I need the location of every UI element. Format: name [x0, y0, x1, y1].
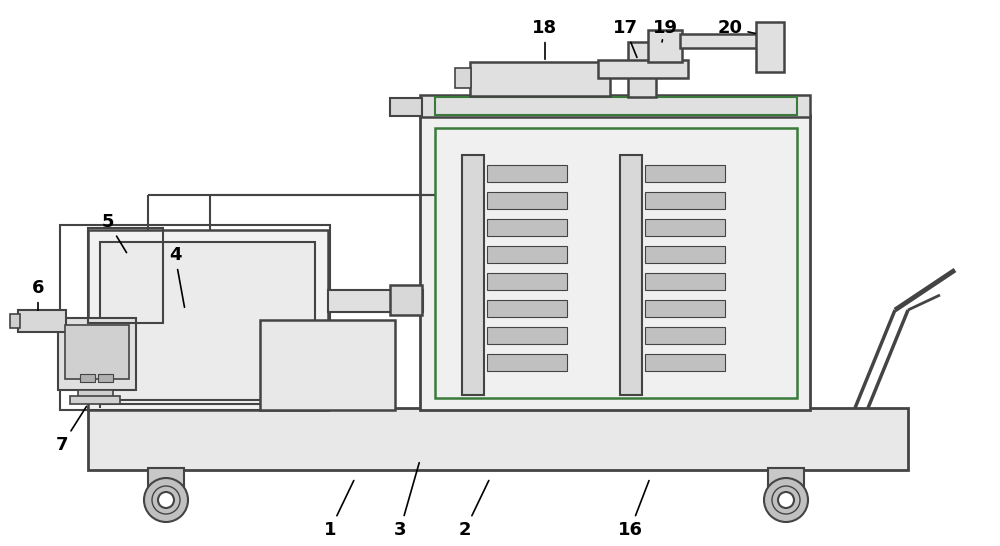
Bar: [65, 325, 129, 379]
Bar: [78, 390, 113, 398]
Bar: [487, 246, 567, 263]
Text: 6: 6: [32, 279, 44, 310]
Bar: [100, 242, 315, 400]
Bar: [680, 34, 780, 48]
Bar: [487, 300, 567, 317]
Bar: [645, 246, 725, 263]
Circle shape: [144, 478, 188, 522]
Circle shape: [778, 492, 794, 508]
Text: 2: 2: [459, 480, 489, 539]
Bar: [487, 192, 567, 209]
Bar: [60, 225, 330, 410]
Bar: [420, 95, 810, 117]
Text: 3: 3: [394, 462, 419, 539]
Bar: [88, 228, 163, 323]
Circle shape: [764, 478, 808, 522]
Bar: [80, 374, 95, 382]
Bar: [768, 468, 804, 488]
Bar: [420, 115, 810, 410]
Bar: [328, 290, 423, 312]
Bar: [645, 354, 725, 371]
Bar: [470, 62, 610, 96]
Bar: [628, 42, 656, 97]
Bar: [88, 230, 328, 410]
Bar: [10, 314, 20, 328]
Bar: [390, 98, 422, 116]
Text: 19: 19: [652, 19, 678, 42]
Text: 7: 7: [56, 406, 87, 454]
Text: 18: 18: [532, 19, 558, 59]
Bar: [645, 327, 725, 344]
Bar: [88, 408, 908, 470]
Bar: [645, 300, 725, 317]
Bar: [487, 327, 567, 344]
Bar: [58, 318, 136, 390]
Text: 5: 5: [102, 213, 127, 253]
Text: 17: 17: [612, 19, 638, 57]
Bar: [435, 97, 797, 115]
Bar: [487, 219, 567, 236]
Bar: [645, 192, 725, 209]
Bar: [18, 310, 66, 332]
Text: 4: 4: [169, 246, 185, 307]
Bar: [645, 165, 725, 182]
Bar: [487, 354, 567, 371]
Bar: [455, 68, 471, 88]
Bar: [645, 219, 725, 236]
Bar: [435, 128, 797, 398]
Text: 20: 20: [718, 19, 755, 37]
Bar: [148, 468, 184, 488]
Bar: [70, 396, 120, 404]
Bar: [620, 155, 642, 395]
Bar: [487, 165, 567, 182]
Bar: [260, 320, 395, 410]
Text: 1: 1: [324, 480, 354, 539]
Bar: [645, 273, 725, 290]
Bar: [98, 374, 113, 382]
Bar: [462, 155, 484, 395]
Text: 16: 16: [618, 480, 649, 539]
Bar: [756, 22, 784, 72]
Bar: [390, 285, 422, 315]
Circle shape: [158, 492, 174, 508]
Bar: [598, 60, 688, 78]
Bar: [648, 30, 682, 62]
Bar: [487, 273, 567, 290]
